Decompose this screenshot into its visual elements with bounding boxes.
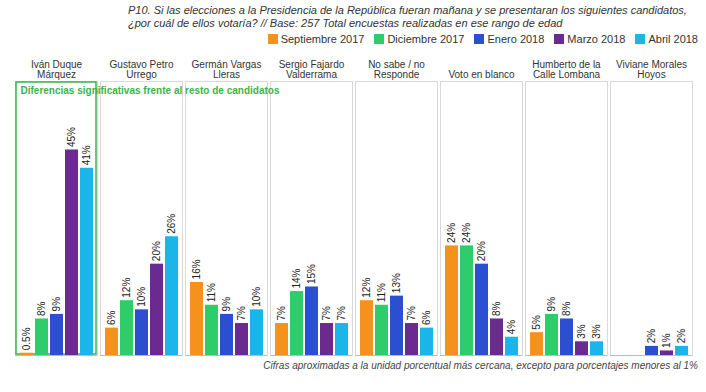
svg-text:3%: 3%	[576, 324, 587, 339]
svg-text:7%: 7%	[236, 306, 247, 321]
svg-text:26%: 26%	[166, 214, 177, 234]
svg-text:13%: 13%	[391, 273, 402, 293]
svg-text:7%: 7%	[406, 306, 417, 321]
svg-text:8%: 8%	[36, 301, 47, 316]
svg-text:9%: 9%	[221, 297, 232, 312]
html-text:Enero 2018: Enero 2018	[487, 33, 545, 45]
svg-text:Voto en blanco: Voto en blanco	[448, 69, 515, 80]
svg-text:9%: 9%	[51, 297, 62, 312]
svg-text:20%: 20%	[151, 241, 162, 261]
svg-text:Viviane MoralesHoyos: Viviane MoralesHoyos	[616, 59, 687, 80]
svg-text:Sergio FajardoValderrama: Sergio FajardoValderrama	[279, 59, 345, 80]
svg-text:7%: 7%	[321, 306, 332, 321]
svg-text:2%: 2%	[676, 329, 687, 344]
svg-text:6%: 6%	[421, 311, 432, 326]
html-text:Abril 2018: Abril 2018	[648, 33, 698, 45]
svg-text:Gustavo PetroUrrego: Gustavo PetroUrrego	[110, 59, 174, 80]
svg-text:7%: 7%	[276, 306, 287, 321]
svg-text:14%: 14%	[291, 268, 302, 288]
svg-text:0.5%: 0.5%	[21, 327, 32, 350]
svg-text:11%: 11%	[376, 283, 387, 302]
svg-text:Germán VargasLleras: Germán VargasLleras	[192, 59, 262, 80]
svg-text:3%: 3%	[591, 324, 602, 339]
svg-text:20%: 20%	[476, 241, 487, 261]
svg-text:12%: 12%	[121, 278, 132, 298]
svg-text:Humberto de laCalle Lombana: Humberto de laCalle Lombana	[532, 59, 601, 80]
svg-text:4%: 4%	[506, 320, 517, 335]
svg-text:1%: 1%	[661, 333, 672, 348]
svg-text:45%: 45%	[66, 127, 77, 147]
svg-text:5%: 5%	[531, 315, 542, 330]
svg-text:Diferencias significativas fre: Diferencias significativas frente al res…	[21, 85, 280, 96]
svg-text:8%: 8%	[491, 301, 502, 316]
html-text:Cifras aproximadas a la unidad: Cifras aproximadas a la unidad porcentua…	[263, 360, 698, 371]
svg-text:2%: 2%	[646, 329, 657, 344]
svg-text:24%: 24%	[461, 223, 472, 243]
svg-text:41%: 41%	[81, 145, 92, 165]
svg-text:7%: 7%	[336, 306, 347, 321]
svg-text:16%: 16%	[191, 259, 202, 279]
svg-text:6%: 6%	[106, 311, 117, 326]
svg-text:24%: 24%	[446, 223, 457, 243]
html-text:Diciembre 2017: Diciembre 2017	[387, 33, 465, 45]
html-text:Septiembre 2017: Septiembre 2017	[280, 33, 365, 45]
svg-text:11%: 11%	[206, 283, 217, 302]
svg-text:Iván DuqueMárquez: Iván DuqueMárquez	[31, 59, 83, 80]
svg-text:10%: 10%	[251, 287, 262, 307]
html-text:Marzo 2018: Marzo 2018	[567, 33, 626, 45]
svg-text:12%: 12%	[361, 278, 372, 298]
svg-text:9%: 9%	[546, 297, 557, 312]
svg-text:8%: 8%	[561, 301, 572, 316]
svg-text:10%: 10%	[136, 287, 147, 307]
svg-text:No sabe / noResponde: No sabe / noResponde	[368, 59, 425, 80]
svg-text:15%: 15%	[306, 264, 317, 284]
html-text:P10. Si las elecciones a la Pr: P10. Si las elecciones a la Presidencia …	[128, 4, 687, 29]
